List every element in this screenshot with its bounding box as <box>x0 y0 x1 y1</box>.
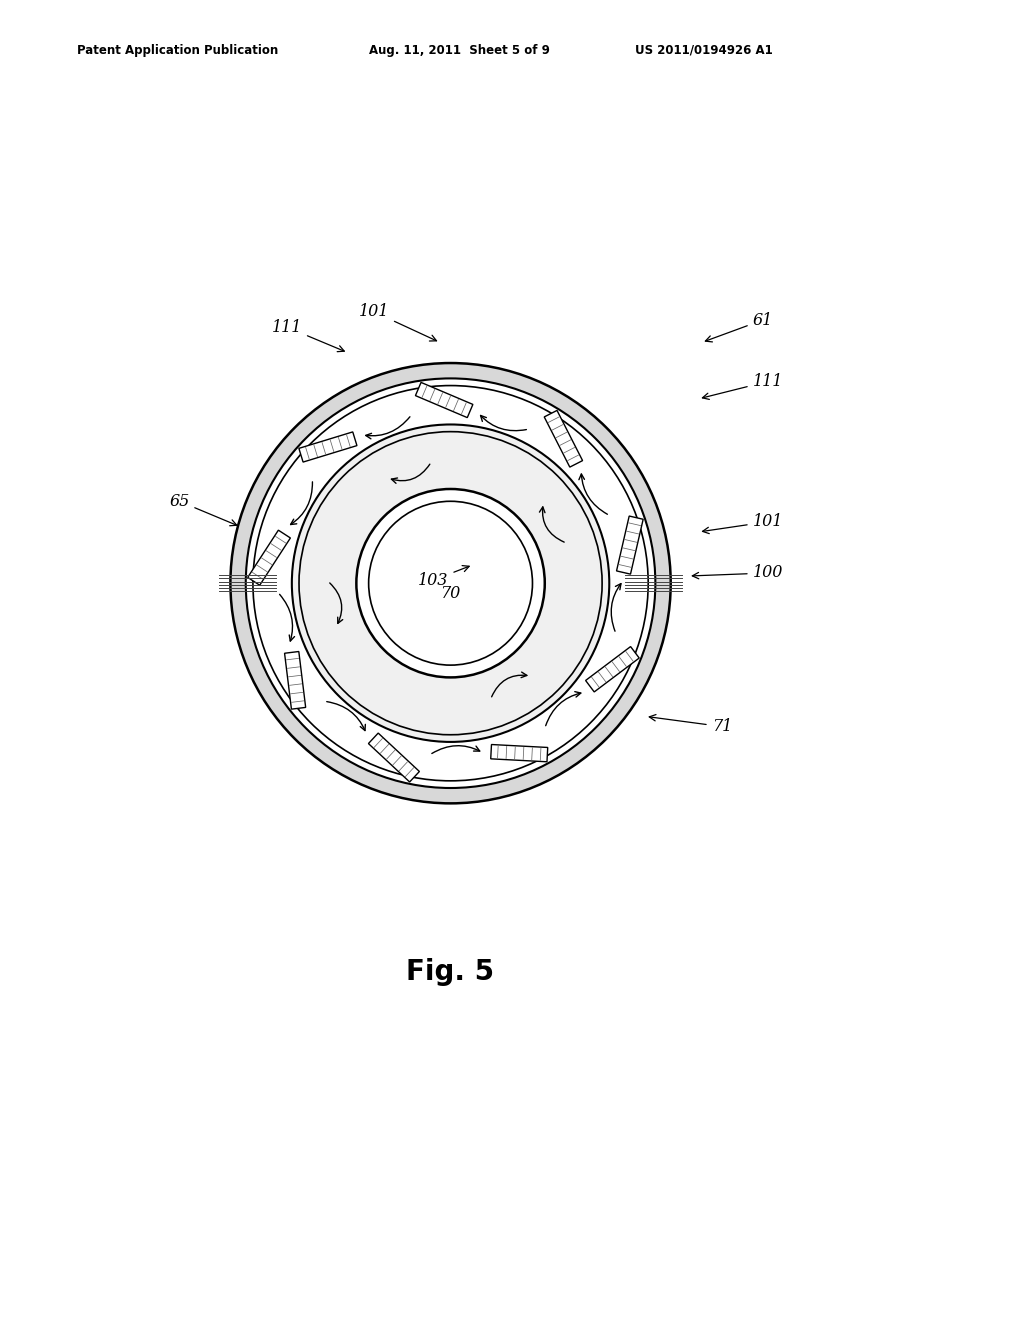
Text: 71: 71 <box>649 714 732 735</box>
Text: US 2011/0194926 A1: US 2011/0194926 A1 <box>635 44 773 57</box>
Circle shape <box>230 363 671 804</box>
Polygon shape <box>285 652 305 709</box>
Polygon shape <box>586 647 639 692</box>
Text: Aug. 11, 2011  Sheet 5 of 9: Aug. 11, 2011 Sheet 5 of 9 <box>369 44 550 57</box>
Text: Patent Application Publication: Patent Application Publication <box>77 44 279 57</box>
Text: 70: 70 <box>440 585 461 602</box>
Polygon shape <box>616 516 643 574</box>
Polygon shape <box>544 411 583 467</box>
Circle shape <box>356 488 545 677</box>
Text: 101: 101 <box>702 513 783 533</box>
Text: 103: 103 <box>418 565 469 589</box>
Circle shape <box>246 379 655 788</box>
Polygon shape <box>490 744 548 762</box>
Text: 101: 101 <box>358 304 436 341</box>
Text: 111: 111 <box>271 318 344 351</box>
Polygon shape <box>299 432 357 462</box>
Text: 61: 61 <box>706 312 773 342</box>
Text: 111: 111 <box>702 374 783 400</box>
Polygon shape <box>416 383 473 417</box>
Text: 65: 65 <box>169 492 237 525</box>
Text: Fig. 5: Fig. 5 <box>407 958 495 986</box>
Polygon shape <box>369 733 420 781</box>
Circle shape <box>292 425 609 742</box>
Polygon shape <box>248 531 291 585</box>
Text: 100: 100 <box>692 565 783 581</box>
